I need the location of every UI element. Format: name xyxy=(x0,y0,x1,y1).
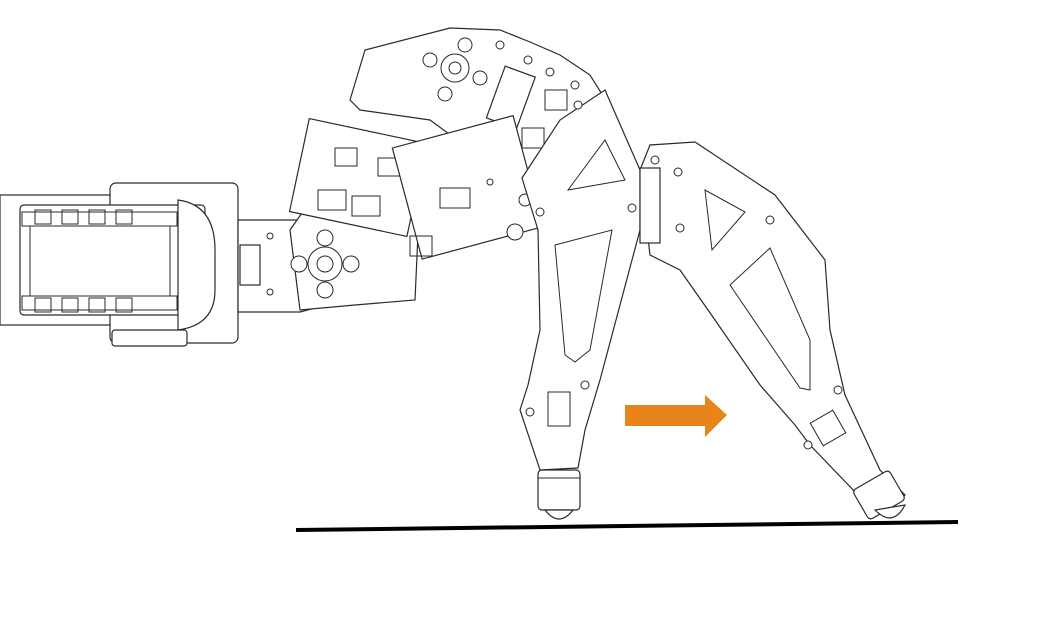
hip-servo xyxy=(288,117,428,311)
knee-servo-upper xyxy=(349,27,613,260)
body-connector-teeth xyxy=(34,209,133,313)
rear-leg xyxy=(639,141,907,520)
front-leg xyxy=(519,89,641,520)
robot-body xyxy=(0,182,239,347)
direction-arrow xyxy=(625,395,727,437)
ground-line xyxy=(295,520,959,532)
